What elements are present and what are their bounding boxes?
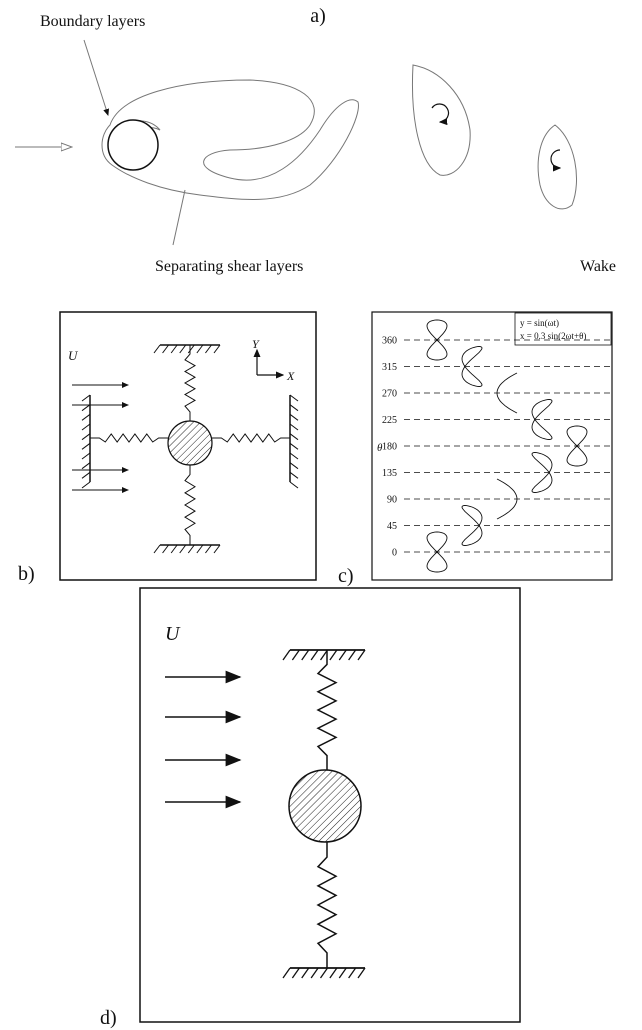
- ground-hatch: [358, 650, 365, 660]
- ground-hatch: [82, 405, 90, 411]
- ground-hatch: [82, 472, 90, 478]
- ground-hatch: [154, 345, 160, 353]
- y-tick-label: 0: [392, 548, 397, 559]
- ground-hatch: [290, 414, 298, 420]
- ground-hatch: [290, 434, 298, 440]
- spring: [185, 465, 195, 545]
- ground-hatch: [292, 650, 299, 660]
- cylinder: [108, 120, 158, 170]
- ground-hatch: [82, 482, 90, 488]
- y-tick-label: 90: [387, 495, 397, 506]
- panel-a: a) Boundary layers Separating shear laye…: [15, 5, 616, 275]
- flow-label: U: [68, 348, 79, 363]
- pointer: [173, 190, 185, 245]
- spring: [185, 345, 195, 421]
- ground-hatch: [188, 345, 194, 353]
- ground-hatch: [290, 395, 298, 401]
- ground-hatch: [290, 453, 298, 459]
- ground-hatch: [163, 545, 169, 553]
- y-tick-label: 360: [382, 336, 397, 347]
- ground-hatch: [82, 463, 90, 469]
- ground-hatch: [321, 968, 328, 978]
- ground-hatch: [82, 453, 90, 459]
- ground-hatch: [171, 545, 177, 553]
- axis-label: X: [286, 369, 295, 383]
- ground-hatch: [180, 545, 186, 553]
- ground-hatch: [197, 345, 203, 353]
- ground-hatch: [283, 968, 290, 978]
- y-tick-label: 45: [387, 521, 397, 532]
- ground-hatch: [290, 443, 298, 449]
- ground-hatch: [283, 650, 290, 660]
- ground-hatch: [290, 424, 298, 430]
- equation: y = sin(ωt): [520, 318, 559, 328]
- panel-label: d): [100, 1007, 117, 1029]
- panel-label: c): [338, 565, 354, 587]
- flow-label: U: [165, 623, 181, 645]
- ground-hatch: [358, 968, 365, 978]
- ground-hatch: [180, 345, 186, 353]
- spring: [90, 434, 168, 442]
- ground-hatch: [82, 424, 90, 430]
- vortex: [538, 125, 576, 209]
- ground-hatch: [290, 463, 298, 469]
- panel-label: b): [18, 563, 35, 585]
- spring: [318, 650, 336, 770]
- ground-hatch: [82, 443, 90, 449]
- vortex-rotation: [432, 104, 448, 122]
- cylinder: [168, 421, 212, 465]
- pointer: [84, 40, 108, 115]
- ground-hatch: [82, 414, 90, 420]
- axis-label: Y: [252, 337, 260, 351]
- boundary-label: Boundary layers: [40, 13, 145, 30]
- ground-hatch: [311, 968, 318, 978]
- y-tick-label: 270: [382, 389, 397, 400]
- ground-hatch: [188, 545, 194, 553]
- cylinder: [289, 770, 361, 842]
- ground-hatch: [197, 545, 203, 553]
- wake-label: Wake: [580, 258, 616, 275]
- ground-hatch: [82, 395, 90, 401]
- spring: [318, 842, 336, 968]
- ground-hatch: [214, 545, 220, 553]
- ground-hatch: [290, 472, 298, 478]
- ground-hatch: [214, 345, 220, 353]
- vortex: [412, 65, 470, 175]
- ground-hatch: [349, 650, 356, 660]
- panel-c: c) θ y = sin(ωt) x = 0.3 sin(2ωt+θ) 0459…: [338, 312, 612, 587]
- panel-b: b) U Y X: [18, 312, 316, 585]
- ground-hatch: [292, 968, 299, 978]
- spring: [212, 434, 290, 442]
- panel-label: a): [310, 5, 326, 27]
- ground-hatch: [82, 434, 90, 440]
- y-tick-label: 135: [382, 468, 397, 479]
- panel-d: d) U: [100, 588, 520, 1029]
- ground-hatch: [330, 650, 337, 660]
- ground-hatch: [339, 650, 346, 660]
- y-tick-label: 315: [382, 362, 397, 373]
- shear-label: Separating shear layers: [155, 258, 303, 275]
- y-tick-label: 180: [382, 442, 397, 453]
- ground-hatch: [205, 345, 211, 353]
- ground-hatch: [171, 345, 177, 353]
- ground-hatch: [330, 968, 337, 978]
- ground-hatch: [205, 545, 211, 553]
- equation: x = 0.3 sin(2ωt+θ): [520, 331, 586, 341]
- vortex-rotation: [551, 150, 560, 168]
- ground-hatch: [154, 545, 160, 553]
- y-tick-label: 225: [382, 415, 397, 426]
- ground-hatch: [311, 650, 318, 660]
- ground-hatch: [302, 650, 309, 660]
- ground-hatch: [163, 345, 169, 353]
- figure: a) Boundary layers Separating shear laye…: [0, 0, 642, 1030]
- ground-hatch: [290, 482, 298, 488]
- ground-hatch: [339, 968, 346, 978]
- ground-hatch: [290, 405, 298, 411]
- ground-hatch: [302, 968, 309, 978]
- ground-hatch: [349, 968, 356, 978]
